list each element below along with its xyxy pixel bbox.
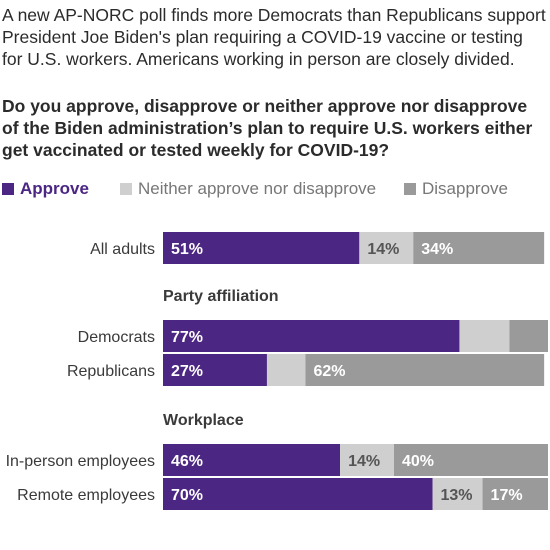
- bar-segment: [394, 444, 548, 476]
- bar-value-label: 70%: [171, 487, 203, 504]
- legend-approve: Approve: [2, 179, 89, 199]
- bar-segment: [305, 354, 545, 386]
- intro-text: A new AP-NORC poll finds more Democrats …: [2, 5, 546, 69]
- bar-segment: [459, 320, 510, 352]
- bar-segment: [340, 444, 394, 476]
- bar-segment: [163, 232, 360, 264]
- bar-segment: [163, 444, 341, 476]
- bar-value-label: 13%: [441, 487, 473, 504]
- category-label: Republicans: [67, 363, 155, 380]
- bar-value-label: 77%: [171, 329, 203, 346]
- bar-segment: [163, 478, 433, 510]
- legend-disapprove-swatch: [404, 183, 416, 195]
- category-label: All adults: [90, 241, 155, 258]
- legend-approve-label: Approve: [20, 179, 89, 198]
- bar-value-label: 51%: [171, 241, 203, 258]
- bar-segment: [413, 232, 545, 264]
- legend-disapprove: Disapprove: [404, 179, 508, 199]
- bar-segment: [163, 320, 460, 352]
- legend-neither: Neither approve nor disapprove: [120, 179, 376, 199]
- bar-value-label: 34%: [421, 241, 453, 258]
- bar-value-label: 14%: [348, 453, 380, 470]
- bar-value-label: 40%: [402, 453, 434, 470]
- category-label: In-person employees: [6, 453, 155, 470]
- category-label: Democrats: [78, 329, 155, 346]
- bar-segment: [432, 478, 483, 510]
- group-label: Workplace: [163, 412, 244, 429]
- legend: Approve Neither approve nor disapprove D…: [0, 179, 550, 201]
- legend-approve-swatch: [2, 183, 14, 195]
- bar-value-label: 46%: [171, 453, 203, 470]
- legend-disapprove-label: Disapprove: [422, 179, 508, 198]
- bar-segment: [509, 320, 548, 352]
- legend-neither-swatch: [120, 183, 132, 195]
- bar-segment: [163, 354, 267, 386]
- category-label: Remote employees: [17, 487, 155, 504]
- bar-value-label: 27%: [171, 363, 203, 380]
- bar-segment: [482, 478, 548, 510]
- bar-value-label: 62%: [313, 363, 345, 380]
- bar-segment: [359, 232, 414, 264]
- legend-neither-label: Neither approve nor disapprove: [138, 179, 377, 198]
- bar-value-label: 17%: [491, 487, 523, 504]
- group-label: Party affiliation: [163, 288, 279, 305]
- bar-value-label: 14%: [367, 241, 399, 258]
- question-text: Do you approve, disapprove or neither ap…: [2, 96, 533, 160]
- bar-segment: [266, 354, 306, 386]
